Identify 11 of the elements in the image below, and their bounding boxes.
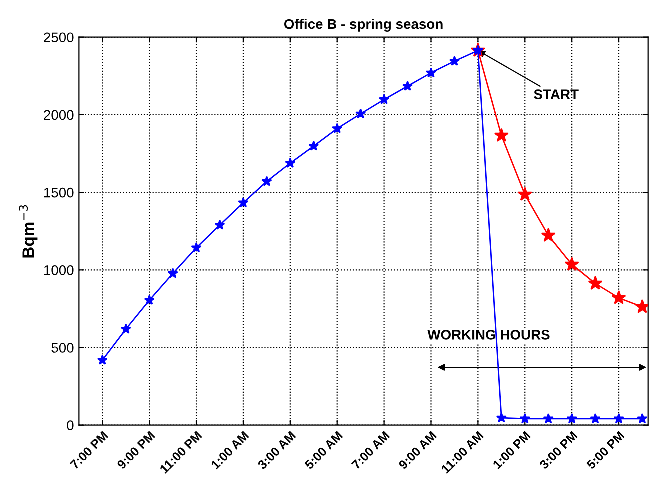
- y-tick-label: 1500: [44, 188, 74, 198]
- y-tick-label: 0: [67, 420, 74, 431]
- y-tick-label: 500: [52, 343, 74, 353]
- x-tick-label: 9:00 AM: [398, 431, 438, 470]
- chart-title: Office B - spring season: [284, 18, 443, 32]
- y-tick-label: 2500: [44, 32, 74, 43]
- y-tick-label: 1000: [44, 265, 74, 276]
- annotation: WORKING HOURS: [428, 330, 550, 340]
- annotation: START: [534, 90, 579, 100]
- y-tick-label: 2000: [44, 110, 74, 120]
- y-axis-title: Bqm$^{−3}$: [19, 205, 38, 258]
